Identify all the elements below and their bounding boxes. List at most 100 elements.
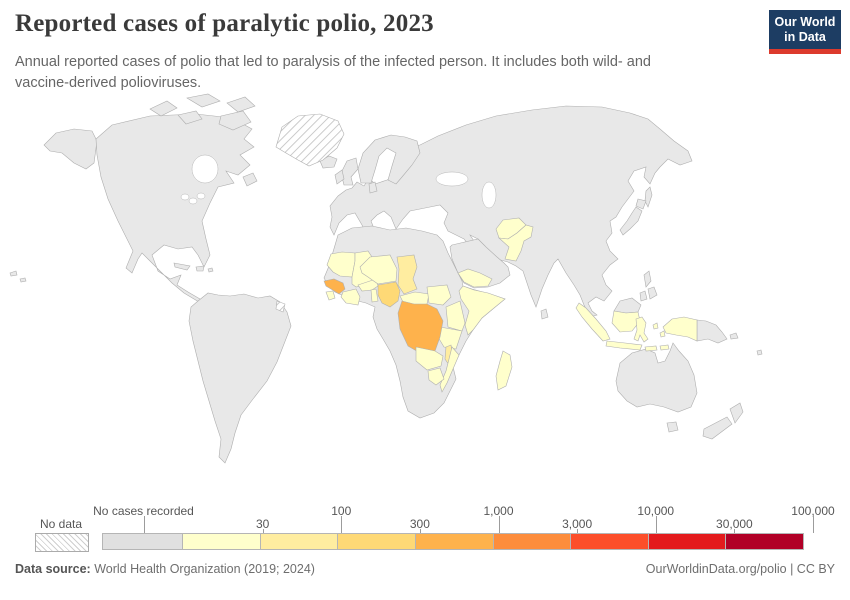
scandinavia[interactable] — [357, 134, 421, 185]
hudson-bay — [191, 154, 219, 184]
world-map[interactable] — [0, 88, 850, 500]
legend-no-data-label: No data — [39, 517, 83, 531]
arctic-island-1 — [149, 100, 178, 117]
region-indonesia-maluku-2[interactable] — [659, 330, 666, 338]
legend-tick — [341, 516, 343, 533]
map-legend: No data No cases recorded 30 100 300 1,000 3,… — [0, 500, 850, 558]
philippines-1 — [643, 270, 652, 288]
region-pakistan[interactable] — [498, 224, 534, 262]
owid-logo-line1: Our World — [774, 15, 836, 29]
legend-bin-7[interactable] — [725, 533, 804, 550]
chart-footer: Data source: World Health Organization (… — [0, 562, 850, 576]
region-mozambique[interactable] — [439, 346, 460, 393]
legend-no-data-swatch[interactable] — [35, 533, 89, 552]
region-nigeria[interactable] — [377, 281, 401, 308]
legend-tick — [734, 529, 736, 533]
region-south-sudan[interactable] — [426, 284, 452, 306]
hawaii-1 — [9, 270, 18, 277]
region-indonesia-java[interactable] — [605, 340, 643, 351]
great-lake-3 — [196, 192, 206, 200]
legend-bin-6[interactable] — [647, 533, 727, 550]
hawaii-2 — [19, 277, 27, 283]
region-niger[interactable] — [359, 254, 398, 285]
region-madagascar[interactable] — [495, 350, 513, 391]
data-source-value: World Health Organization (2019; 2024) — [90, 562, 315, 576]
owid-logo-line2: in Data — [784, 29, 826, 44]
arctic-island-2 — [186, 93, 221, 108]
landmass-alaska[interactable] — [43, 128, 98, 170]
legend-bin-no-cases[interactable] — [102, 533, 183, 550]
ireland — [334, 169, 345, 185]
footer-link[interactable]: OurWorldinData.org/polio — [645, 562, 787, 576]
region-indonesia-maluku-1[interactable] — [652, 322, 659, 330]
region-indonesia-lesser-sunda-2[interactable] — [659, 344, 670, 351]
cuba[interactable] — [173, 262, 191, 271]
great-lake-1 — [180, 193, 190, 201]
region-indonesia-sulawesi[interactable] — [633, 316, 649, 343]
region-cote-divoire[interactable] — [340, 288, 361, 306]
legend-tick — [813, 516, 814, 533]
region-kenya[interactable] — [445, 300, 466, 332]
new-britain — [729, 332, 739, 340]
region-benin[interactable] — [370, 288, 379, 303]
legend-tick — [655, 516, 657, 533]
legend-tick — [143, 516, 145, 533]
landmass-north-america[interactable] — [95, 113, 255, 312]
region-guinea[interactable] — [323, 278, 346, 295]
sri-lanka — [540, 308, 549, 320]
region-yemen[interactable] — [457, 268, 493, 288]
page-title: Reported cases of paralytic polio, 2023 — [15, 10, 434, 37]
tasmania — [666, 421, 679, 433]
region-zimbabwe[interactable] — [427, 367, 445, 386]
world-map-svg[interactable] — [0, 88, 850, 500]
data-source-label: Data source: — [15, 562, 91, 576]
new-zealand-north[interactable] — [729, 402, 744, 424]
hispaniola[interactable] — [195, 265, 205, 272]
region-dr-congo[interactable] — [397, 300, 444, 354]
great-britain[interactable] — [340, 157, 359, 186]
philippines-3 — [639, 290, 648, 302]
legend-bin-1[interactable] — [259, 533, 339, 550]
legend-bin-2[interactable] — [337, 533, 416, 550]
region-indonesia-sumatra[interactable] — [575, 302, 611, 342]
hokkaido — [635, 198, 647, 210]
region-sierra-leone[interactable] — [325, 290, 336, 301]
legend-threshold-100: 100 — [331, 504, 352, 518]
legend-threshold-30: 30 — [255, 517, 270, 531]
australia[interactable] — [615, 342, 698, 413]
region-zambia[interactable] — [415, 346, 444, 371]
footer-right: OurWorldinData.org/polio | CC BY — [646, 562, 835, 576]
region-somalia[interactable] — [458, 285, 506, 336]
arctic-island-3 — [226, 96, 256, 113]
japan[interactable] — [619, 206, 643, 236]
landmass-south-america[interactable] — [188, 292, 292, 464]
legend-colorbar[interactable] — [102, 533, 804, 550]
legend-bin-5[interactable] — [570, 533, 649, 550]
black-sea — [435, 171, 469, 187]
owid-logo[interactable]: Our World in Data — [769, 10, 841, 54]
puerto-rico — [207, 267, 214, 273]
region-indonesia-lesser-sunda-1[interactable] — [644, 345, 658, 352]
region-greenland[interactable] — [275, 113, 345, 167]
region-french-guiana[interactable] — [275, 300, 286, 313]
newfoundland — [242, 172, 258, 187]
landmass-eurasia[interactable] — [329, 105, 693, 318]
arctic-island-victoria — [177, 110, 203, 125]
papua-new-guinea[interactable] — [696, 319, 728, 344]
legend-tick — [262, 529, 264, 533]
footer-license: | CC BY — [786, 562, 835, 576]
region-indonesia-papua[interactable] — [662, 316, 698, 342]
legend-bin-4[interactable] — [492, 533, 572, 550]
region-indonesia-kalimantan[interactable] — [611, 310, 641, 333]
legend-threshold-300: 300 — [409, 517, 430, 531]
legend-bin-0[interactable] — [182, 533, 261, 550]
legend-tick — [577, 529, 579, 533]
legend-bin-3[interactable] — [414, 533, 494, 550]
new-zealand-south[interactable] — [702, 416, 733, 440]
great-lake-2 — [188, 197, 198, 205]
region-chad[interactable] — [396, 254, 418, 295]
denmark — [368, 181, 378, 194]
malaysia-borneo[interactable] — [613, 297, 642, 314]
fiji — [756, 349, 763, 356]
